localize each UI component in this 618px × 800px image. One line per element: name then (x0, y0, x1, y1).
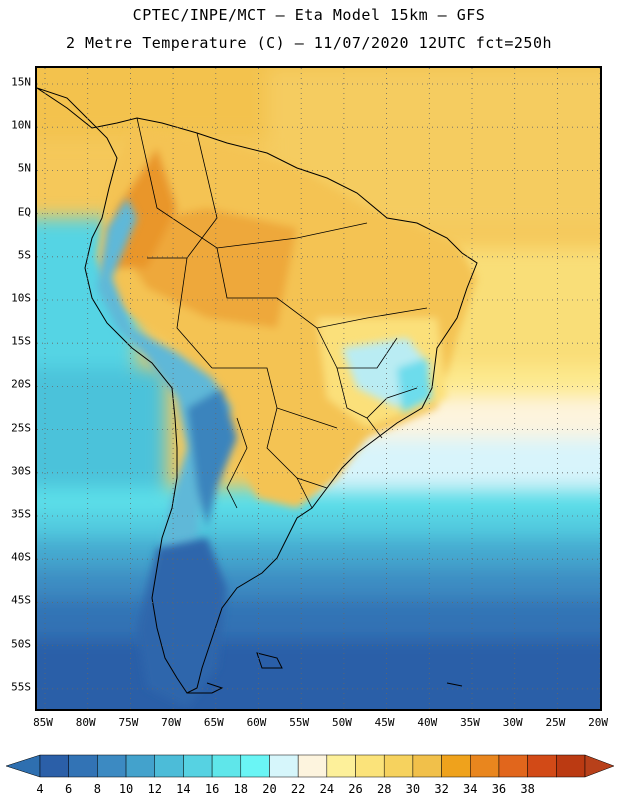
lat-label-55S: 55S (11, 680, 31, 694)
colorbar-label-24: 24 (319, 782, 335, 796)
lat-label-15S: 15S (11, 334, 31, 348)
colorbar-label-10: 10 (118, 782, 134, 796)
lat-label-45S: 45S (11, 593, 31, 607)
title-line-2: 2 Metre Temperature (C) – 11/07/2020 12U… (65, 34, 553, 52)
lon-label-60W: 60W (246, 716, 267, 729)
colorbar-label-20: 20 (262, 782, 277, 796)
colorbar-label-12: 12 (147, 782, 162, 796)
colorbar-segment (527, 754, 557, 778)
lat-label-35S: 35S (11, 507, 31, 521)
title-line-1: CPTEC/INPE/MCT – Eta Model 15km – GFS (132, 6, 486, 24)
colorbar-under-arrow (5, 754, 41, 778)
lon-label-55W: 55W (289, 716, 310, 729)
temperature-map (37, 68, 600, 709)
colorbar-label-4: 4 (36, 782, 44, 796)
colorbar-segment (412, 754, 442, 778)
colorbar-label-6: 6 (65, 782, 73, 796)
lon-label-50W: 50W (331, 716, 352, 729)
colorbar (5, 754, 615, 778)
colorbar-segment (211, 754, 242, 778)
temperature-field (37, 68, 600, 709)
lat-label-10N: 10N (11, 118, 31, 132)
colorbar-label-22: 22 (290, 782, 306, 796)
lat-label-10S: 10S (11, 291, 31, 305)
lon-label-75W: 75W (118, 716, 139, 729)
lon-label-35W: 35W (460, 716, 480, 729)
colorbar-segment (326, 754, 356, 778)
colorbar-label-36: 36 (491, 782, 507, 796)
lon-label-20W: 20W (588, 716, 609, 729)
colorbar-segment (68, 754, 98, 778)
lat-label-15N: 15N (11, 75, 31, 89)
lat-label-50S: 50S (11, 637, 31, 651)
colorbar-label-26: 26 (348, 782, 363, 796)
lat-label-EQ: EQ (17, 205, 31, 219)
colorbar-segment (441, 754, 471, 778)
colorbar-segment (383, 754, 414, 778)
colorbar-segment (240, 754, 270, 778)
colorbar-segment (269, 754, 299, 778)
colorbar-label-34: 34 (463, 782, 478, 796)
lat-label-5S: 5S (17, 248, 31, 262)
lat-label-20S: 20S (11, 377, 31, 391)
lon-label-85W: 85W (33, 716, 53, 729)
colorbar-segment (498, 754, 528, 778)
colorbar-segment (154, 754, 184, 778)
lon-label-70W: 70W (161, 716, 182, 729)
lon-label-45W: 45W (374, 716, 395, 729)
lon-label-30W: 30W (502, 716, 523, 729)
colorbar-over-arrow (584, 754, 615, 778)
lon-label-65W: 65W (203, 716, 224, 729)
colorbar-label-18: 18 (233, 782, 249, 796)
colorbar-label-16: 16 (204, 782, 220, 796)
colorbar-segment (39, 754, 69, 778)
colorbar-segment (297, 754, 328, 778)
lat-label-25S: 25S (11, 421, 31, 435)
lon-label-80W: 80W (75, 716, 96, 729)
colorbar-label-8: 8 (93, 782, 101, 796)
colorbar-label-14: 14 (176, 782, 191, 796)
colorbar-label-28: 28 (376, 782, 392, 796)
map-frame (35, 66, 602, 711)
colorbar-segment (183, 754, 213, 778)
lat-label-30S: 30S (11, 464, 31, 478)
lat-label-5N: 5N (17, 161, 31, 175)
colorbar-label-32: 32 (434, 782, 449, 796)
colorbar-segment (97, 754, 127, 778)
lon-label-40W: 40W (417, 716, 438, 729)
coastlines (37, 87, 478, 694)
colorbar-segment (470, 754, 500, 778)
colorbar-segment (125, 754, 155, 778)
colorbar-label-30: 30 (405, 782, 421, 796)
colorbar-label-38: 38 (520, 782, 535, 796)
colorbar-segment (355, 754, 385, 778)
lat-label-40S: 40S (11, 550, 31, 564)
colorbar-segment (556, 754, 586, 778)
lon-label-25W: 25W (545, 716, 566, 729)
